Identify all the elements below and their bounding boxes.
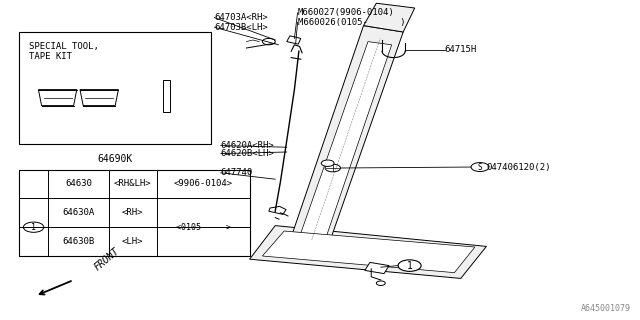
Text: 64620A<RH>: 64620A<RH>	[221, 141, 275, 150]
Text: 64703B<LH>: 64703B<LH>	[214, 23, 268, 32]
Polygon shape	[364, 3, 415, 32]
Text: 047406120(2): 047406120(2)	[486, 163, 551, 172]
Text: FRONT: FRONT	[93, 246, 122, 273]
Bar	[19, 170, 250, 256]
Text: 64620B<LH>: 64620B<LH>	[221, 149, 275, 158]
Circle shape	[471, 163, 489, 172]
Circle shape	[398, 260, 421, 271]
Text: <LH>: <LH>	[122, 237, 143, 246]
Polygon shape	[262, 231, 475, 273]
Text: 64715H: 64715H	[445, 45, 477, 54]
Polygon shape	[38, 90, 77, 106]
Polygon shape	[288, 26, 403, 251]
Text: A645001079: A645001079	[580, 304, 630, 313]
Text: 1: 1	[31, 223, 36, 232]
Polygon shape	[300, 42, 392, 240]
Text: <RH>: <RH>	[122, 208, 143, 217]
Circle shape	[321, 160, 334, 166]
Bar	[19, 32, 211, 144]
Polygon shape	[365, 262, 389, 274]
Text: M660026(0105-      ): M660026(0105- )	[298, 18, 405, 27]
Text: M660027(9906-0104): M660027(9906-0104)	[298, 8, 394, 17]
Bar	[163, 80, 170, 112]
Text: <9906-0104>: <9906-0104>	[173, 180, 233, 188]
Circle shape	[376, 281, 385, 285]
Circle shape	[262, 38, 275, 45]
Text: 64630A: 64630A	[62, 208, 95, 217]
Circle shape	[325, 164, 340, 172]
Text: 647740: 647740	[221, 168, 253, 177]
Text: 64703A<RH>: 64703A<RH>	[214, 13, 268, 22]
Text: 64690K: 64690K	[97, 154, 133, 164]
Polygon shape	[80, 90, 118, 106]
Polygon shape	[250, 226, 486, 278]
Text: SPECIAL TOOL,
TAPE KIT: SPECIAL TOOL, TAPE KIT	[29, 42, 99, 61]
Text: 1: 1	[406, 260, 413, 271]
Circle shape	[23, 222, 44, 232]
Text: <0105-    >: <0105- >	[176, 223, 230, 232]
Polygon shape	[269, 206, 286, 214]
Text: <RH&LH>: <RH&LH>	[114, 180, 152, 188]
Polygon shape	[287, 36, 301, 44]
Text: 64630B: 64630B	[62, 237, 95, 246]
Text: 64630: 64630	[65, 180, 92, 188]
Text: S: S	[477, 163, 483, 172]
